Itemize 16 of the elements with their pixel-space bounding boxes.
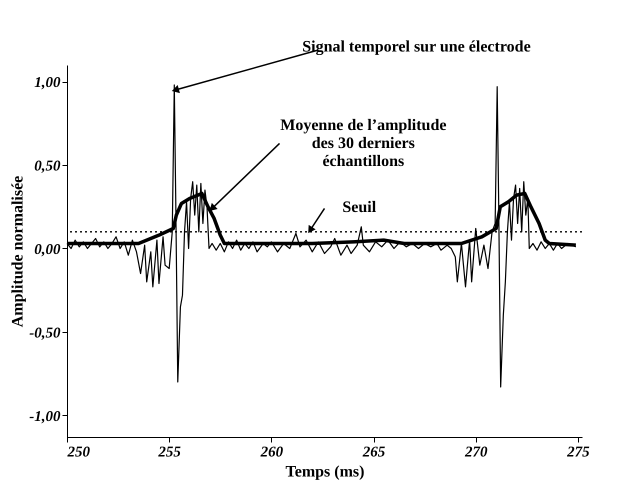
x-tick-label: 260 <box>260 444 284 460</box>
x-tick-label: 250 <box>66 444 90 460</box>
annotation: Signal temporel sur une électrode <box>302 38 531 56</box>
y-axis-title: Amplitude normalisée <box>9 176 26 328</box>
x-tick-label: 255 <box>157 444 182 460</box>
y-tick-label: -1,00 <box>29 408 61 425</box>
y-tick-label: 1,00 <box>34 75 61 92</box>
annotation: Moyenne de l’amplitude des 30 derniers échantillons <box>280 117 446 170</box>
x-tick-label: 275 <box>566 444 590 460</box>
y-tick-label: 0,50 <box>34 158 61 175</box>
y-tick-label: 0,00 <box>34 242 61 258</box>
x-tick-label: 265 <box>362 444 386 460</box>
annotation: Seuil <box>342 198 377 216</box>
x-tick-label: 270 <box>464 444 488 460</box>
x-axis-title: Temps (ms) <box>286 464 364 480</box>
y-tick-label: -0,50 <box>29 325 61 342</box>
